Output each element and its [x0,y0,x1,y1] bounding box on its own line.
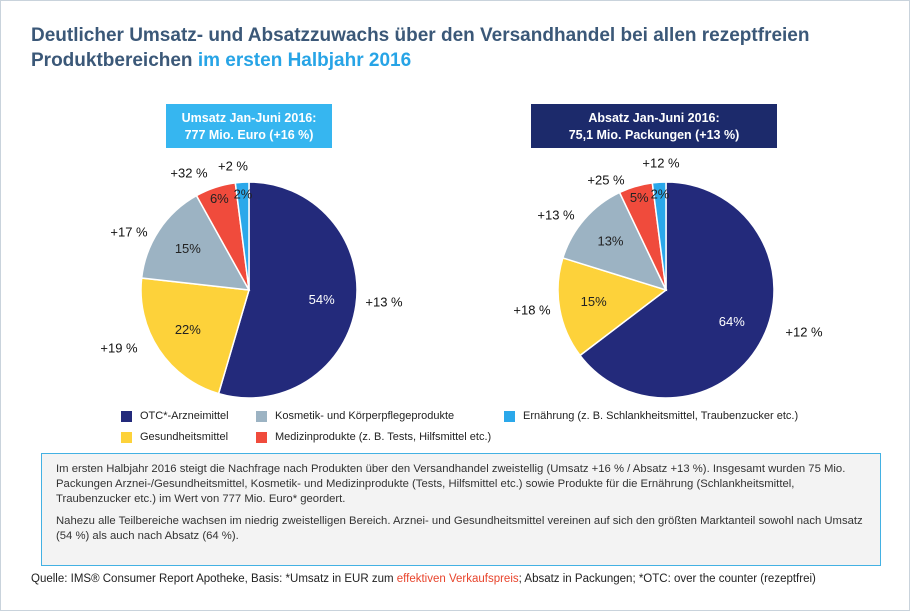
chart-header: Umsatz Jan-Juni 2016: 777 Mio. Euro (+16 … [166,104,332,148]
value-label: 5% [630,190,649,205]
chart-title: Absatz Jan-Juni 2016: [588,111,720,125]
legend-item: Medizinprodukte (z. B. Tests, Hilfsmitte… [256,431,491,443]
pie-slice [140,194,251,291]
value-label: 15% [581,294,607,309]
pie-slice [234,181,250,291]
value-label: 22% [175,322,201,337]
growth-annotation: +12 % [642,155,680,170]
growth-annotation: +13 % [365,294,403,309]
legend-item: Ernährung (z. B. Schlankheitsmittel, Tra… [504,410,798,422]
legend-label: Gesundheitsmittel [140,431,229,443]
pie-slice [651,181,667,291]
source-text: ; Absatz in Packungen; *OTC: over the co… [518,573,816,585]
legend-swatch [121,410,132,422]
note-paragraph: Nahezu alle Teilbereiche wachsen im nied… [56,515,863,542]
legend-label: OTC*-Arzneimittel [140,410,229,422]
legend-label: Ernährung (z. B. Schlankheitsmittel, Tra… [523,410,799,422]
pie-slice [217,181,358,399]
pie-slice [140,277,250,395]
legend-swatch [256,431,267,443]
chart-header: Absatz Jan-Juni 2016: 75,1 Mio. Packungen… [531,104,777,148]
growth-annotation: +12 % [785,324,823,339]
legend-swatch [121,431,132,443]
growth-annotation: +18 % [513,302,551,317]
value-label: 13% [597,233,623,248]
source-text: Quelle: IMS® Consumer Report Apotheke, B… [31,573,397,585]
source-highlight: effektiven Verkaufspreis [396,573,519,585]
pie-slice [579,181,775,399]
chart-subtitle: 777 Mio. Euro (+16 %) [184,128,314,142]
legend-item: Kosmetik- und Körperpflegeprodukte [256,410,454,422]
growth-annotation: +25 % [587,172,625,187]
title-highlight: im ersten Halbjahr 2016 [197,50,412,71]
legend-label: Medizinprodukte (z. B. Tests, Hilfsmitte… [275,431,492,443]
legend-item: Gesundheitsmittel [121,431,228,443]
growth-annotation: +13 % [537,207,575,222]
value-label: 54% [309,292,335,307]
title: Deutlicher Umsatz- und Absatzzuwachs übe… [31,23,851,73]
value-label: 2% [234,187,253,202]
value-label: 64% [719,314,745,329]
title-text: Deutlicher Umsatz- und Absatzzuwachs übe… [31,25,810,71]
legend-swatch [504,410,515,422]
note-box: Im ersten Halbjahr 2016 steigt die Nachf… [41,453,881,566]
value-label: 6% [210,191,229,206]
growth-annotation: +2 % [218,158,248,173]
legend-item: OTC*-Arzneimittel [121,410,229,422]
chart-title: Umsatz Jan-Juni 2016: [181,111,317,125]
value-label: 15% [175,241,201,256]
chart-subtitle: 75,1 Mio. Packungen (+13 %) [568,128,740,142]
note-paragraph: Im ersten Halbjahr 2016 steigt die Nachf… [56,463,846,505]
legend-swatch [256,410,267,422]
pie-slice [561,191,668,292]
growth-annotation: +19 % [100,340,138,355]
value-label: 2% [651,187,670,202]
legend-label: Kosmetik- und Körperpflegeprodukte [275,410,455,422]
growth-annotation: +17 % [110,224,148,239]
growth-annotation: +32 % [170,165,208,180]
source: Quelle: IMS® Consumer Report Apotheke, B… [31,573,816,585]
